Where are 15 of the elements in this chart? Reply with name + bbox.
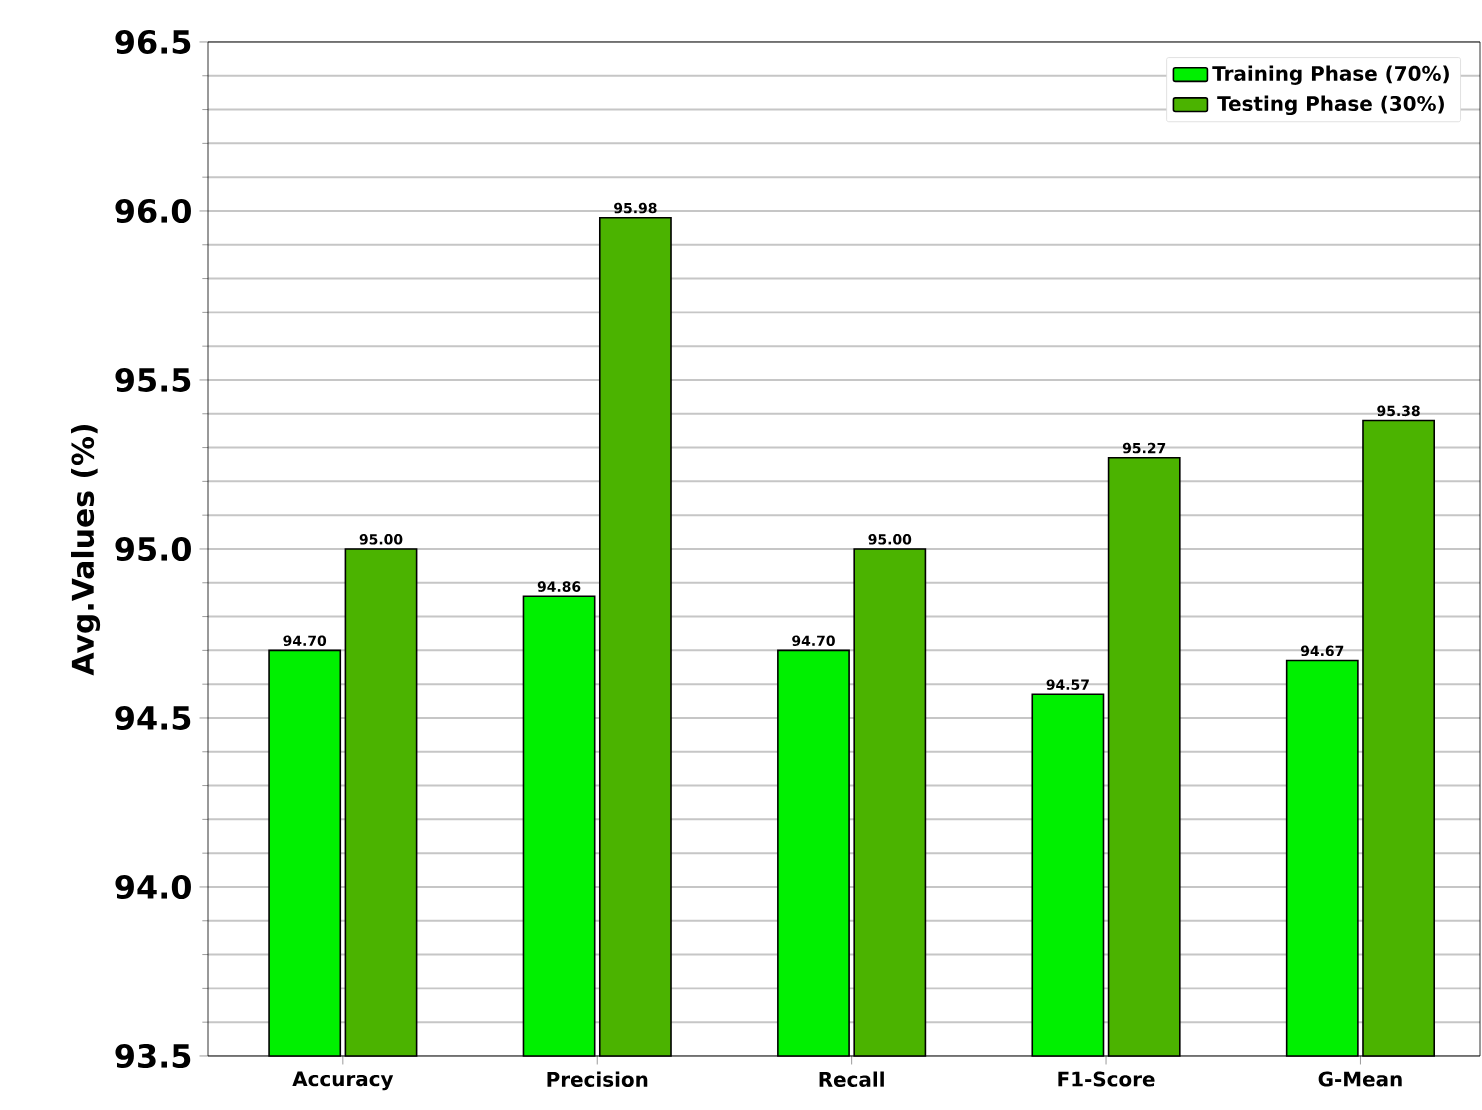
y-tick-label: 95.5 xyxy=(115,367,191,392)
x-tick-label: Precision xyxy=(547,1071,648,1087)
x-tick-label: Recall xyxy=(819,1071,884,1087)
y-tick-label: 95.0 xyxy=(115,536,191,562)
y-tick-label: 93.5 xyxy=(115,1043,191,1069)
y-tick-label: 94.0 xyxy=(115,874,191,900)
y-tick-label: 94.5 xyxy=(115,705,191,730)
x-tick-label: F1-Score xyxy=(1058,1071,1155,1087)
legend-label: Testing Phase (30%) xyxy=(1217,95,1444,116)
x-tick-label: G-Mean xyxy=(1318,1071,1402,1087)
y-tick-label: 96.0 xyxy=(115,198,191,224)
y-tick-label: 96.5 xyxy=(115,29,191,54)
legend-label: Training Phase (70%) xyxy=(1212,65,1449,85)
y-axis-title: Avg.Values (%) xyxy=(70,424,101,676)
x-tick-label: Accuracy xyxy=(292,1071,394,1091)
